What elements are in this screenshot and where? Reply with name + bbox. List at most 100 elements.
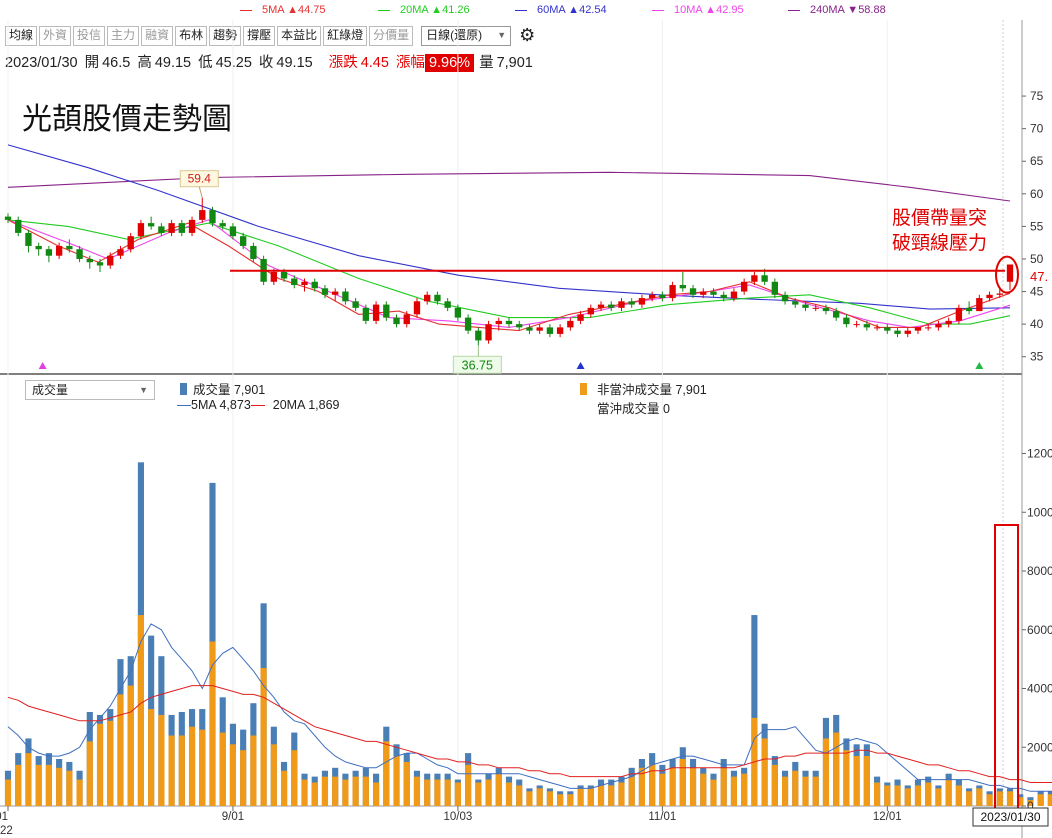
- volume-label: 量: [479, 55, 494, 71]
- candle-body: [761, 275, 768, 282]
- high-value: 49.15: [154, 55, 192, 71]
- candle-body: [475, 330, 482, 341]
- volume-bar-nondaytrade: [25, 753, 32, 806]
- toolbar-button-外資[interactable]: 外資: [39, 26, 72, 46]
- candle-body: [127, 236, 134, 250]
- year-label-2022: 2022: [0, 825, 13, 837]
- candle-body: [904, 330, 911, 334]
- volume-bar-nondaytrade: [373, 782, 380, 806]
- candle-body: [383, 304, 390, 318]
- volume-ma5-line: [7, 623, 1052, 792]
- toolbar-button-布林[interactable]: 布林: [175, 26, 208, 46]
- candle-body: [976, 298, 983, 312]
- toolbar-button-撐壓[interactable]: 撐壓: [243, 26, 276, 46]
- candle-body: [321, 288, 329, 295]
- candle-body: [638, 298, 646, 305]
- volume-bar-nondaytrade: [250, 735, 257, 806]
- volume-bar-nondaytrade: [822, 738, 830, 806]
- toolbar-button-主力[interactable]: 主力: [107, 26, 140, 46]
- toolbar-button-投信[interactable]: 投信: [73, 26, 106, 46]
- price-tick-label: 35: [1030, 350, 1044, 364]
- volume-bar-nondaytrade: [117, 694, 124, 806]
- ma-line-5ma: [7, 219, 1011, 332]
- volume-bar-nondaytrade: [516, 785, 523, 806]
- volume-bar-nondaytrade: [904, 788, 911, 806]
- price-tick-label: 65: [1030, 154, 1044, 168]
- gear-icon[interactable]: ⚙: [519, 25, 536, 45]
- legend-text: 60MA ▲42.54: [537, 4, 607, 16]
- candle-body: [1006, 264, 1014, 282]
- candle-body: [618, 301, 625, 308]
- volume-bar-nondaytrade: [137, 615, 144, 806]
- volume-tick-label: 8000: [1027, 564, 1052, 578]
- legend-line-icon: [378, 9, 390, 11]
- toolbar-button-融資[interactable]: 融資: [141, 26, 174, 46]
- volume-bar-nondaytrade: [1037, 794, 1044, 806]
- legend-text: 20MA ▲41.26: [400, 4, 470, 16]
- volume-value: 7,901: [496, 55, 533, 71]
- volume-bar-nondaytrade: [454, 782, 461, 806]
- candle-body: [843, 317, 850, 325]
- volume-bar-nondaytrade: [802, 776, 809, 806]
- candle-body: [219, 223, 226, 227]
- volume-bar-nondaytrade: [976, 788, 983, 806]
- volume-bar-nondaytrade: [280, 770, 288, 806]
- candle-body: [413, 301, 421, 315]
- volume-bar-nondaytrade: [107, 720, 114, 806]
- volume-bar-nondaytrade: [853, 756, 860, 806]
- candle-body: [720, 294, 727, 299]
- toolbar-button-分價量[interactable]: 分價量: [369, 26, 414, 46]
- volume-bar-nondaytrade: [986, 794, 993, 806]
- candle-body: [117, 249, 124, 256]
- toolbar-button-本益比[interactable]: 本益比: [277, 26, 322, 46]
- candle-body: [424, 294, 431, 302]
- volume-bar-nondaytrade: [495, 773, 502, 806]
- period-select[interactable]: 日線(還原) ▼: [421, 26, 512, 46]
- volume-bar-nondaytrade: [546, 791, 553, 806]
- volume-bar-nondaytrade: [526, 791, 533, 806]
- volume-legend-total-text: 成交量 7,901: [193, 383, 266, 397]
- volume-bar-nondaytrade: [505, 782, 513, 806]
- candle-body: [608, 304, 615, 308]
- volume-bar-nondaytrade: [96, 723, 104, 806]
- legend-line-icon: [515, 9, 527, 11]
- period-select-value: 日線(還原): [426, 28, 483, 42]
- volume-bar-nondaytrade: [608, 785, 615, 806]
- volume-daytrade-text: 當沖成交量 0: [597, 402, 670, 416]
- legend-line-icon: [240, 9, 252, 11]
- volume-bar-nondaytrade: [669, 767, 676, 806]
- candle-body: [311, 281, 318, 289]
- chart-overlays: 59.4 36.75 47. 2023/01/30: [38, 170, 1049, 827]
- candle-body: [802, 304, 809, 308]
- volume-bar-nondaytrade: [945, 779, 952, 806]
- candle-body: [96, 262, 104, 266]
- volume-bar-nondaytrade: [270, 744, 277, 806]
- x-tick-label: 8/01: [0, 811, 8, 823]
- volume-bar-nondaytrade: [4, 779, 12, 806]
- legend-text: 240MA ▼58.88: [810, 4, 886, 16]
- volume-bar-nondaytrade: [301, 779, 308, 806]
- candle-body: [536, 327, 543, 331]
- volume-indicator-select[interactable]: 成交量 ▼: [25, 380, 155, 400]
- toolbar-button-均線[interactable]: 均線: [5, 26, 38, 46]
- volume-bar-nondaytrade: [15, 764, 22, 806]
- legend-60ma: 60MA ▲42.54: [515, 4, 607, 16]
- price-tick-label: 55: [1030, 219, 1044, 233]
- toolbar-button-紅綠燈[interactable]: 紅綠燈: [323, 26, 368, 46]
- volume-bar-nondaytrade: [148, 709, 155, 806]
- candle-body: [853, 324, 860, 326]
- grid: [0, 20, 1023, 838]
- candle-body: [567, 320, 574, 328]
- candle-body: [648, 294, 656, 299]
- price-tick-label: 45: [1030, 285, 1044, 299]
- quote-date: 2023/01/30: [5, 55, 78, 71]
- volume-bar-nondaytrade: [1047, 794, 1052, 806]
- ma-line-240ma: [7, 171, 1011, 202]
- volume-bar-nondaytrade: [199, 729, 206, 806]
- candle-body: [689, 288, 697, 295]
- volume-tick-label: 2000: [1027, 740, 1052, 754]
- volume-bar-nondaytrade: [66, 770, 73, 806]
- legend-5ma: 5MA ▲44.75: [240, 4, 325, 16]
- candle-body: [280, 272, 288, 279]
